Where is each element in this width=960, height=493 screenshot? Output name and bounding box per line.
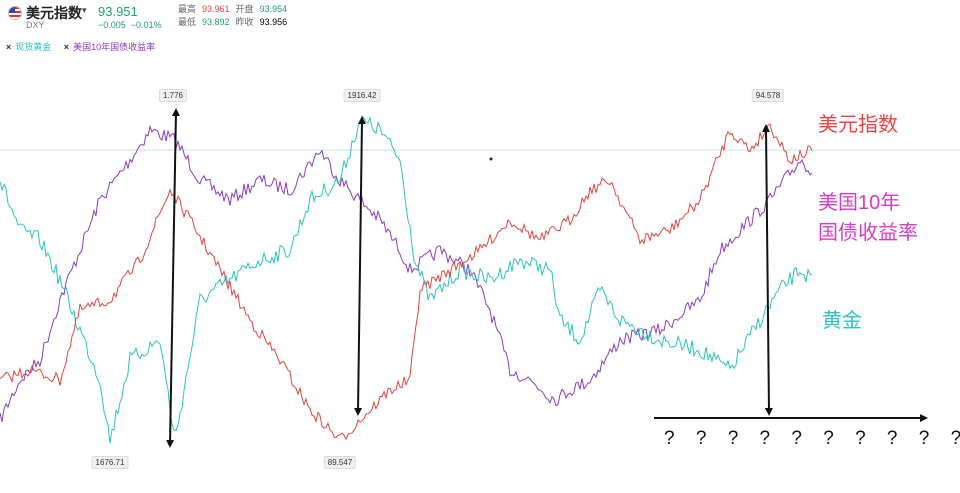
- high-label: 最高: [178, 4, 197, 14]
- trough-label: 89.547: [323, 456, 357, 469]
- comparison-legend: × 现货黄金 × 美国10年国债收益率: [6, 40, 165, 53]
- low-value: 93.892: [202, 17, 230, 27]
- legend-item-yield[interactable]: × 美国10年国债收益率: [64, 40, 155, 53]
- low-label: 最低: [178, 17, 197, 27]
- open-value: 93.954: [259, 4, 288, 14]
- dot-marker: [489, 157, 493, 161]
- us-flag-icon: [8, 6, 22, 20]
- range-arrow: [166, 108, 180, 448]
- yield-series: [0, 124, 813, 423]
- prev-close-value: 93.956: [259, 17, 288, 27]
- annotation-yield-line1: 美国10年: [818, 192, 901, 214]
- remove-icon[interactable]: ×: [6, 42, 12, 52]
- gold-series: [0, 115, 813, 444]
- range-arrow: [354, 116, 366, 416]
- question-marks: ? ? ? ? ? ? ? ? ? ? ?: [664, 428, 960, 449]
- annotation-dxy: 美元指数: [818, 114, 898, 136]
- annotation-gold: 黄金: [822, 310, 862, 332]
- price-change: −0.005 −0.01%: [98, 20, 162, 30]
- peak-label: 1916.42: [343, 89, 381, 102]
- prev-close-label: 昨收: [235, 17, 254, 27]
- remove-icon[interactable]: ×: [63, 42, 70, 52]
- range-arrow: [762, 124, 773, 416]
- high-value: 93.961: [202, 4, 230, 14]
- chevron-down-icon[interactable]: ▾: [82, 5, 87, 15]
- dxy-series: [0, 123, 813, 441]
- legend-label-gold: 现货黄金: [15, 42, 52, 52]
- symbol-name[interactable]: 美元指数: [26, 5, 82, 21]
- legend-item-gold[interactable]: × 现货黄金: [6, 40, 51, 53]
- legend-label-yield: 美国10年国债收益率: [73, 42, 156, 52]
- annotation-yield-line2: 国债收益率: [818, 222, 918, 244]
- price-stats: 最高 93.961 开盘 93.954 最低 93.892 昨收 93.956: [178, 3, 293, 29]
- ticker-symbol: DXY: [26, 20, 45, 30]
- last-price: 93.951: [98, 4, 138, 19]
- change-value: −0.005: [98, 20, 126, 30]
- change-percent: −0.01%: [130, 20, 162, 30]
- peak-label: 1.776: [158, 89, 188, 102]
- open-label: 开盘: [235, 4, 254, 14]
- trough-label: 1676.71: [91, 456, 129, 469]
- peak-label: 94.578: [751, 89, 785, 102]
